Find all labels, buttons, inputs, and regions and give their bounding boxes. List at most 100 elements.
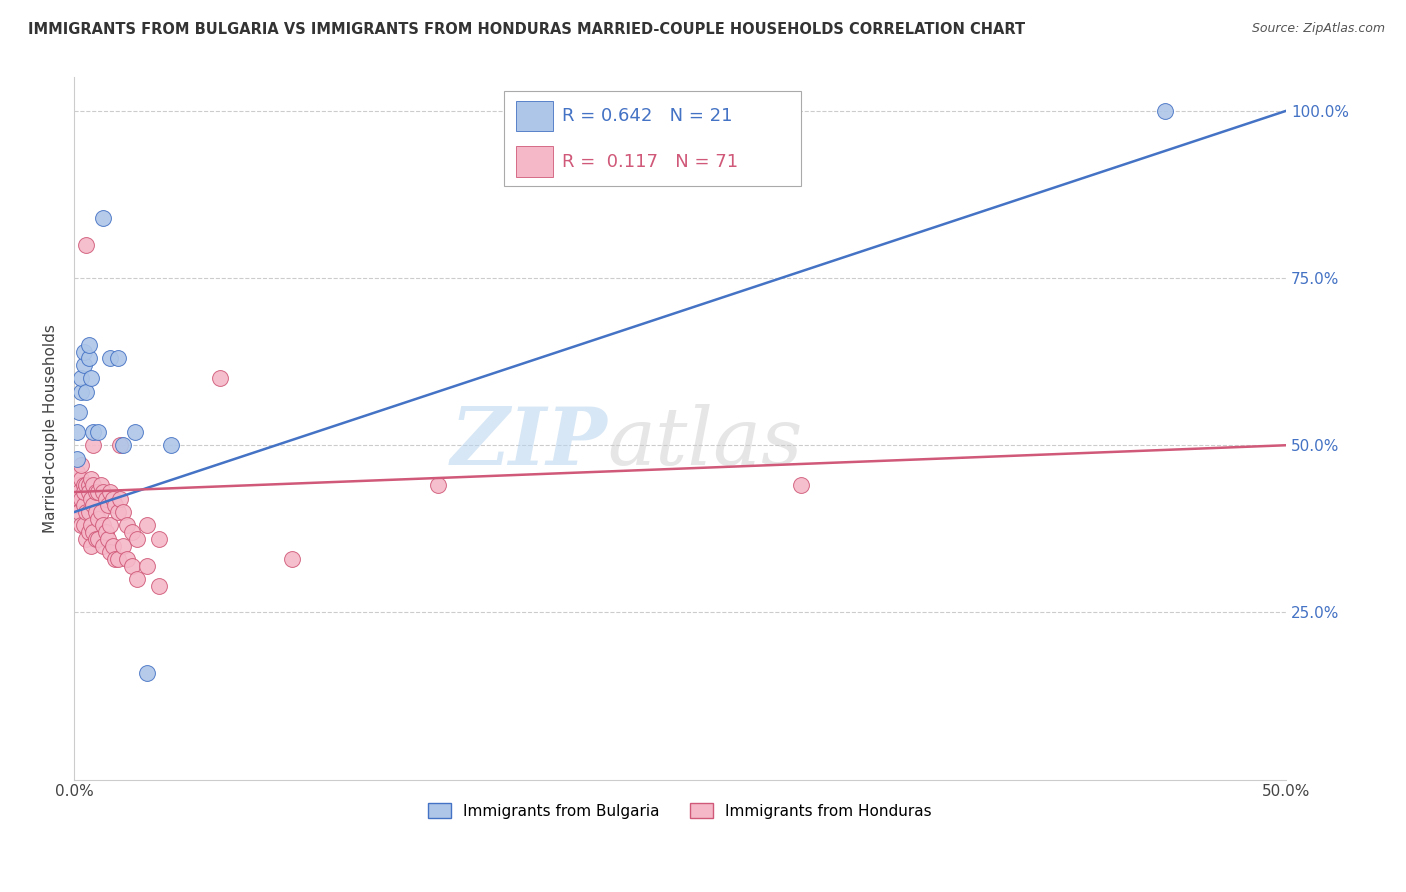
Point [73,358,96,372]
Point [67,485,90,500]
Point [111,539,134,553]
Point [135,558,157,573]
Point [75,237,97,252]
Point [77,338,100,352]
Point [75,505,97,519]
Point [70,518,93,533]
Point [148,532,170,546]
Point [73,478,96,492]
Point [90,505,112,519]
Text: Source: ZipAtlas.com: Source: ZipAtlas.com [1251,22,1385,36]
Point [160,438,183,452]
Point [70,491,93,506]
Point [67,505,90,519]
Point [208,371,231,385]
Point [65,478,87,492]
Point [70,472,93,486]
Point [87,532,110,546]
Point [94,491,117,506]
Point [104,499,127,513]
Point [84,485,107,500]
Point [107,351,129,366]
Point [80,491,103,506]
Point [148,579,170,593]
Point [77,351,100,366]
Point [73,499,96,513]
Point [80,518,103,533]
Point [94,525,117,540]
Point [87,425,110,439]
FancyBboxPatch shape [505,92,801,186]
Point [101,539,124,553]
Point [70,458,93,473]
Text: IMMIGRANTS FROM BULGARIA VS IMMIGRANTS FROM HONDURAS MARRIED-COUPLE HOUSEHOLDS C: IMMIGRANTS FROM BULGARIA VS IMMIGRANTS F… [28,22,1025,37]
Point [124,425,146,439]
Point [107,505,129,519]
Point [82,499,104,513]
Point [108,491,131,506]
Point [67,478,90,492]
Point [65,465,87,479]
Point [127,572,149,586]
Point [91,518,114,533]
Point [108,438,131,452]
Point [73,344,96,359]
Text: ZIP: ZIP [450,404,607,482]
Point [91,485,114,500]
Point [77,478,100,492]
Point [117,518,139,533]
Point [107,552,129,566]
Text: R = 0.642   N = 21: R = 0.642 N = 21 [562,107,733,125]
Bar [516,101,553,131]
Point [97,499,120,513]
Point [82,425,104,439]
Point [111,438,134,452]
Point [65,425,87,439]
Point [135,665,157,680]
Point [80,539,103,553]
Point [1153,103,1175,118]
Point [67,491,90,506]
Bar [516,146,553,177]
Point [100,545,122,559]
Y-axis label: Married-couple Households: Married-couple Households [44,324,58,533]
Text: atlas: atlas [607,404,803,482]
Point [73,518,96,533]
Point [100,518,122,533]
Point [790,478,813,492]
Point [82,525,104,540]
Point [117,552,139,566]
Point [70,384,93,399]
Point [70,371,93,385]
Point [135,518,157,533]
Point [75,478,97,492]
Point [100,351,122,366]
Point [84,532,107,546]
Point [77,505,100,519]
Point [65,499,87,513]
Point [100,485,122,500]
Text: R =  0.117   N = 71: R = 0.117 N = 71 [562,153,738,170]
Point [121,558,143,573]
Point [73,485,96,500]
Point [75,384,97,399]
Point [87,485,110,500]
Point [91,539,114,553]
Point [82,438,104,452]
Point [77,485,100,500]
Point [90,478,112,492]
Point [281,552,304,566]
Point [80,371,103,385]
Point [101,491,124,506]
Point [127,532,149,546]
Point [104,552,127,566]
Point [65,485,87,500]
Point [84,505,107,519]
Point [121,525,143,540]
Point [80,472,103,486]
Point [91,211,114,225]
Point [65,451,87,466]
Point [75,532,97,546]
Point [426,478,449,492]
Legend: Immigrants from Bulgaria, Immigrants from Honduras: Immigrants from Bulgaria, Immigrants fro… [422,797,938,824]
